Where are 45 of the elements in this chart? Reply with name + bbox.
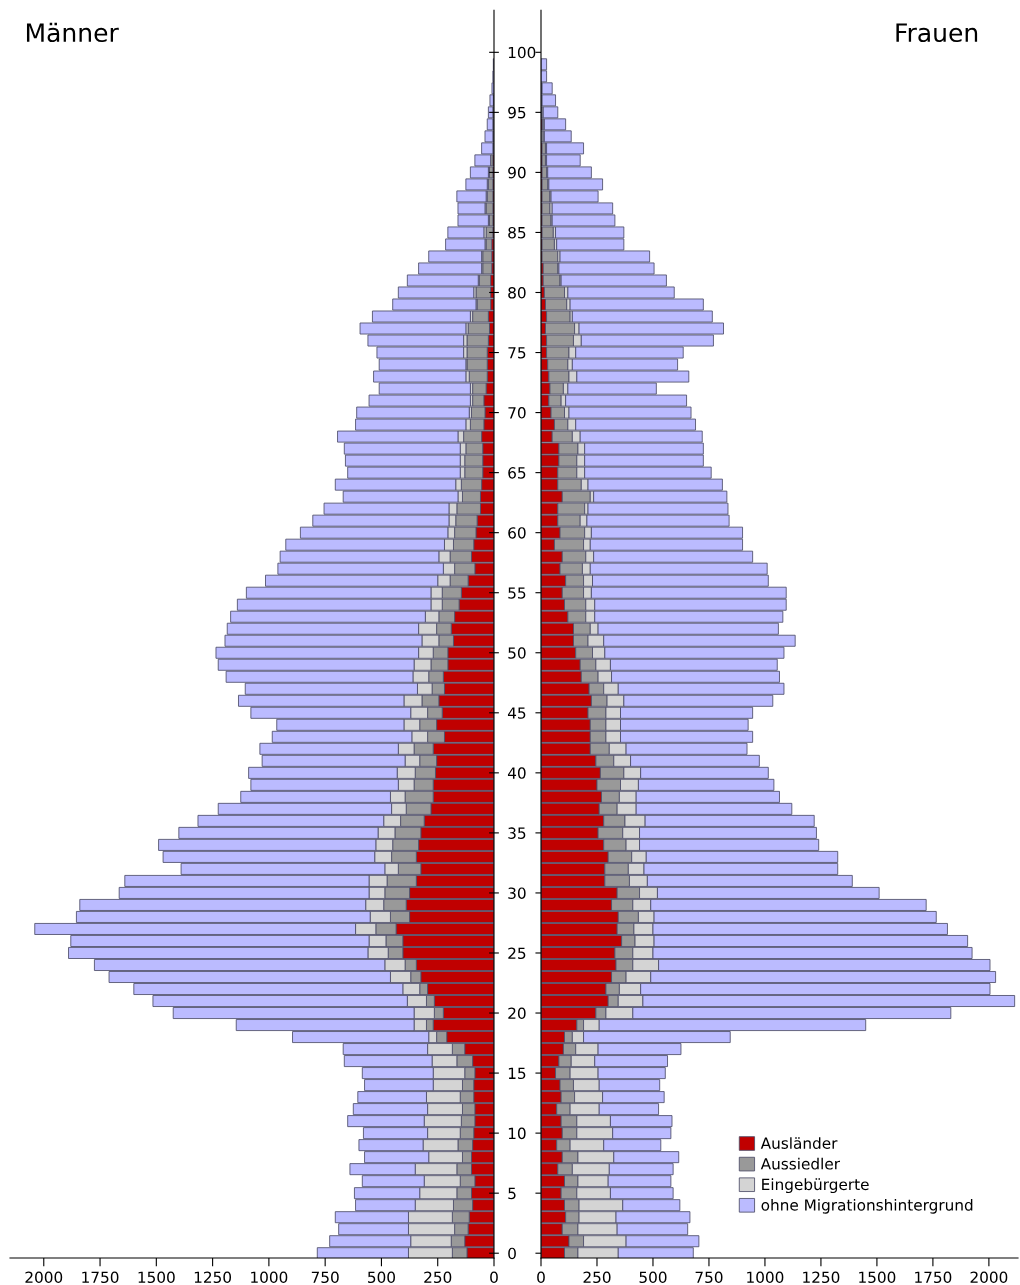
x-tick-label: 1250 [803, 1271, 840, 1284]
y-tick-label: 100 [508, 46, 536, 59]
y-tick-label: 10 [508, 1127, 526, 1140]
x-tick-label: 250 [424, 1271, 452, 1284]
y-tick-label: 90 [508, 166, 526, 179]
y-tick-label: 80 [508, 286, 526, 299]
x-tick-label: 750 [695, 1271, 723, 1284]
x-tick-label: 0 [490, 1271, 498, 1284]
y-tick-label: 5 [508, 1187, 516, 1200]
legend-label: Aussiedler [760, 1157, 840, 1170]
legend-label: Eingebürgerte [762, 1178, 869, 1194]
y-tick-label: 25 [508, 947, 526, 960]
y-tick-label: 65 [508, 467, 526, 479]
y-tick-label: 70 [508, 407, 526, 419]
y-tick-label: 20 [508, 1007, 526, 1020]
x-tick-label: 2000 [25, 1271, 63, 1284]
x-tick-label: 0 [537, 1271, 545, 1284]
y-tick-label: 85 [508, 226, 526, 239]
x-tick-label: 2000 [970, 1271, 1008, 1284]
y-tick-label: 30 [508, 887, 526, 899]
chart-title: Männer [26, 22, 119, 43]
y-tick-label: 50 [508, 647, 526, 659]
y-tick-label: 95 [508, 106, 526, 119]
y-tick-label: 0 [508, 1247, 516, 1260]
chart-title: Frauen [896, 23, 978, 43]
x-tick-label: 500 [368, 1271, 396, 1284]
y-tick-label: 15 [508, 1067, 526, 1080]
legend-label: Ausländer [760, 1137, 838, 1149]
x-tick-label: 1250 [194, 1271, 232, 1284]
x-tick-label: 250 [583, 1271, 611, 1284]
y-tick-label: 60 [508, 527, 526, 539]
y-tick-label: 35 [508, 827, 526, 839]
x-tick-label: 1500 [859, 1271, 896, 1284]
x-tick-label: 1750 [915, 1271, 952, 1284]
y-tick-label: 55 [508, 587, 526, 599]
y-tick-label: 40 [507, 767, 526, 779]
x-tick-label: 1000 [251, 1271, 288, 1284]
x-tick-label: 1000 [747, 1271, 784, 1284]
x-tick-label: 1500 [138, 1271, 175, 1284]
y-tick-label: 75 [508, 347, 526, 359]
x-tick-label: 1750 [82, 1271, 119, 1284]
x-tick-label: 500 [639, 1271, 667, 1284]
y-tick-label: 45 [507, 707, 526, 719]
x-tick-label: 750 [311, 1271, 339, 1284]
legend-label: ohne Migrationshintergrund [761, 1198, 973, 1214]
